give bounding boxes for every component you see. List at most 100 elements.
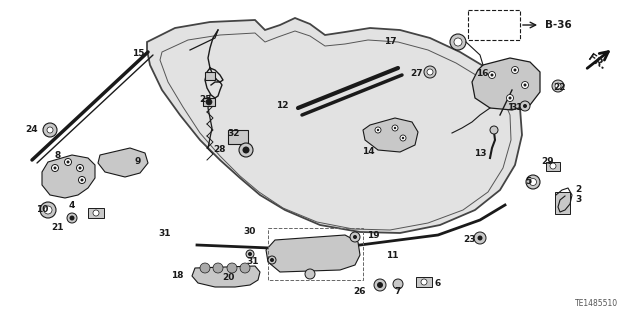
Text: 27: 27	[411, 69, 423, 78]
Text: 31: 31	[247, 257, 259, 266]
Circle shape	[77, 165, 83, 172]
Text: 6: 6	[435, 278, 441, 287]
Circle shape	[350, 232, 360, 242]
Text: 26: 26	[354, 286, 366, 295]
Circle shape	[227, 263, 237, 273]
Text: 9: 9	[135, 158, 141, 167]
Circle shape	[522, 81, 529, 88]
Circle shape	[377, 282, 383, 288]
Circle shape	[239, 143, 253, 157]
Text: 19: 19	[367, 231, 380, 240]
Text: 5: 5	[525, 177, 531, 187]
Text: 17: 17	[384, 36, 396, 46]
Circle shape	[305, 269, 315, 279]
Circle shape	[240, 263, 250, 273]
Circle shape	[394, 127, 396, 129]
Bar	[555, 192, 570, 214]
Text: 7: 7	[395, 287, 401, 296]
Bar	[203, 98, 215, 106]
Text: TE1485510: TE1485510	[575, 299, 618, 308]
Circle shape	[51, 165, 58, 172]
Text: 1: 1	[507, 103, 513, 113]
Circle shape	[79, 167, 81, 169]
Circle shape	[43, 123, 57, 137]
Polygon shape	[266, 235, 360, 272]
Bar	[88, 208, 104, 218]
Circle shape	[54, 167, 56, 169]
Text: 14: 14	[362, 147, 374, 157]
Polygon shape	[472, 58, 540, 110]
Circle shape	[520, 101, 530, 111]
Circle shape	[47, 127, 53, 133]
Circle shape	[353, 235, 357, 239]
Circle shape	[511, 66, 518, 73]
Circle shape	[526, 175, 540, 189]
Bar	[546, 162, 560, 171]
Text: 31: 31	[511, 103, 524, 113]
Text: 22: 22	[554, 83, 566, 92]
Circle shape	[402, 137, 404, 139]
Circle shape	[490, 73, 493, 77]
Text: 3: 3	[575, 196, 581, 204]
Text: 29: 29	[541, 158, 554, 167]
Text: 28: 28	[214, 145, 227, 154]
Circle shape	[248, 252, 252, 256]
Circle shape	[393, 279, 403, 289]
Circle shape	[427, 69, 433, 75]
Circle shape	[67, 213, 77, 223]
Text: 23: 23	[464, 235, 476, 244]
Bar	[416, 277, 432, 287]
Circle shape	[474, 232, 486, 244]
Text: 10: 10	[36, 205, 48, 214]
Circle shape	[400, 135, 406, 141]
Polygon shape	[147, 18, 522, 233]
Text: 13: 13	[474, 150, 486, 159]
Circle shape	[270, 258, 274, 262]
Text: 25: 25	[200, 95, 212, 105]
Circle shape	[513, 69, 516, 71]
Text: 12: 12	[276, 101, 288, 110]
Circle shape	[206, 99, 212, 105]
Text: 16: 16	[476, 69, 488, 78]
Polygon shape	[42, 155, 95, 198]
Text: 24: 24	[26, 125, 38, 135]
Circle shape	[79, 176, 86, 183]
Bar	[205, 72, 215, 80]
Text: 8: 8	[55, 151, 61, 160]
Circle shape	[490, 126, 498, 134]
Circle shape	[421, 279, 427, 285]
Circle shape	[65, 159, 72, 166]
Polygon shape	[363, 118, 418, 152]
Circle shape	[424, 66, 436, 78]
Text: 2: 2	[575, 186, 581, 195]
Text: 11: 11	[386, 250, 398, 259]
Circle shape	[243, 146, 250, 153]
Text: 18: 18	[171, 271, 183, 280]
Text: B-36: B-36	[545, 20, 572, 30]
Circle shape	[450, 34, 466, 50]
Circle shape	[375, 127, 381, 133]
Circle shape	[509, 97, 511, 100]
Circle shape	[40, 202, 56, 218]
Circle shape	[67, 160, 70, 164]
Circle shape	[524, 84, 527, 86]
Circle shape	[93, 210, 99, 216]
Text: FR.: FR.	[586, 52, 608, 72]
Circle shape	[246, 250, 254, 258]
Bar	[468, 10, 520, 40]
Circle shape	[81, 179, 83, 182]
Circle shape	[552, 80, 564, 92]
Text: 4: 4	[69, 202, 75, 211]
Circle shape	[44, 206, 52, 214]
Circle shape	[523, 104, 527, 108]
Polygon shape	[192, 266, 260, 287]
Circle shape	[506, 94, 513, 101]
Polygon shape	[98, 148, 148, 177]
Text: 20: 20	[222, 273, 234, 283]
Text: 21: 21	[52, 224, 64, 233]
Circle shape	[200, 263, 210, 273]
Circle shape	[268, 256, 276, 264]
Text: 31: 31	[159, 228, 172, 238]
Circle shape	[529, 179, 536, 186]
Circle shape	[374, 279, 386, 291]
